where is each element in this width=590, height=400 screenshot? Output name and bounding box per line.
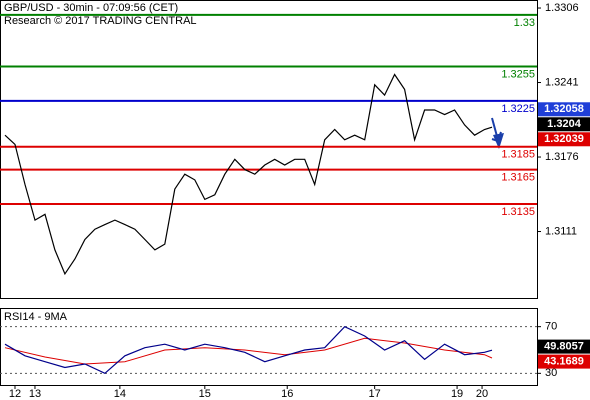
price-tag-label: 43.1689 xyxy=(544,356,584,368)
source: Research © 2017 TRADING CENTRAL xyxy=(4,15,197,27)
price-tag-label: 1.32058 xyxy=(544,103,584,115)
ma-line xyxy=(4,337,493,365)
x-tick-label: 17 xyxy=(369,388,381,400)
price-tag xyxy=(538,132,590,147)
level-label: 1.3255 xyxy=(501,68,535,80)
level-label: 1.3165 xyxy=(501,172,535,184)
price-tag-label: 1.32039 xyxy=(544,133,584,145)
y-tick-label: 30 xyxy=(545,367,557,379)
rsi-title: RSI14 - 9MA xyxy=(4,311,68,323)
x-tick-label: 13 xyxy=(29,388,41,400)
y-tick-label: 1.3306 xyxy=(545,2,579,14)
x-tick-label: 15 xyxy=(199,388,211,400)
x-tick-label: 19 xyxy=(451,388,463,400)
price-tag xyxy=(538,354,590,369)
main-frame xyxy=(0,0,538,299)
rsi-frame xyxy=(0,308,538,386)
chart-title: GBP/USD - 30min - 07:09:56 (CET) xyxy=(4,2,178,14)
price-tag-label: 49.8057 xyxy=(544,341,584,353)
y-tick-label: 1.3241 xyxy=(545,76,579,88)
level-label: 1.33 xyxy=(514,17,535,29)
price-tag xyxy=(538,102,590,117)
y-tick-label: 1.3111 xyxy=(545,225,577,237)
arrow-head xyxy=(493,133,504,149)
price-line xyxy=(4,325,493,375)
y-tick-label: 70 xyxy=(545,321,557,333)
y-tick-label: 1.3176 xyxy=(545,151,579,163)
level-label: 1.3185 xyxy=(501,149,535,161)
x-tick-label: 16 xyxy=(281,388,293,400)
price-tag xyxy=(538,339,590,354)
level-label: 1.3135 xyxy=(501,206,535,218)
x-tick-label: 20 xyxy=(476,388,488,400)
x-tick-label: 14 xyxy=(114,388,126,400)
level-label: 1.3225 xyxy=(501,103,535,115)
price-line xyxy=(4,73,493,276)
price-tag xyxy=(538,117,590,132)
x-tick-label: 12 xyxy=(9,388,21,400)
price-tag-label: 1.3204 xyxy=(547,118,582,130)
